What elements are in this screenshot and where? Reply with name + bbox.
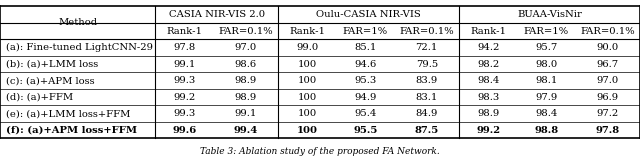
Text: 98.2: 98.2	[477, 60, 499, 69]
Text: 99.3: 99.3	[173, 109, 196, 118]
Text: Rank-1: Rank-1	[470, 27, 506, 36]
Text: 98.9: 98.9	[235, 93, 257, 102]
Text: 100: 100	[298, 76, 317, 85]
Text: 84.9: 84.9	[415, 109, 438, 118]
Text: CASIA NIR-VIS 2.0: CASIA NIR-VIS 2.0	[168, 10, 265, 19]
Text: 99.3: 99.3	[173, 76, 196, 85]
Text: 98.8: 98.8	[534, 126, 559, 135]
Text: 72.1: 72.1	[415, 43, 438, 52]
Text: 99.2: 99.2	[476, 126, 500, 135]
Text: 98.4: 98.4	[535, 109, 557, 118]
Text: 99.0: 99.0	[296, 43, 318, 52]
Text: 99.1: 99.1	[235, 109, 257, 118]
Text: 97.9: 97.9	[535, 93, 557, 102]
Text: Rank-1: Rank-1	[289, 27, 325, 36]
Text: Oulu-CASIA NIR-VIS: Oulu-CASIA NIR-VIS	[316, 10, 421, 19]
Text: 100: 100	[297, 126, 317, 135]
Text: 98.9: 98.9	[235, 76, 257, 85]
Text: 97.8: 97.8	[173, 43, 196, 52]
Text: 94.6: 94.6	[355, 60, 376, 69]
Text: 85.1: 85.1	[355, 43, 376, 52]
Text: 95.7: 95.7	[535, 43, 557, 52]
Text: 99.2: 99.2	[173, 93, 196, 102]
Text: BUAA-VisNir: BUAA-VisNir	[517, 10, 582, 19]
Text: (f): (a)+APM loss+FFM: (f): (a)+APM loss+FFM	[6, 126, 137, 135]
Text: 97.0: 97.0	[596, 76, 619, 85]
Text: 98.0: 98.0	[535, 60, 557, 69]
Text: FAR=0.1%: FAR=0.1%	[580, 27, 635, 36]
Text: 94.2: 94.2	[477, 43, 499, 52]
Text: 100: 100	[298, 93, 317, 102]
Text: 99.6: 99.6	[172, 126, 196, 135]
Text: 83.9: 83.9	[415, 76, 438, 85]
Text: Rank-1: Rank-1	[166, 27, 202, 36]
Text: 95.5: 95.5	[353, 126, 378, 135]
Text: FAR=0.1%: FAR=0.1%	[399, 27, 454, 36]
Text: (a): Fine-tuned LightCNN-29: (a): Fine-tuned LightCNN-29	[6, 43, 153, 52]
Text: (d): (a)+FFM: (d): (a)+FFM	[6, 93, 74, 102]
Text: 97.8: 97.8	[596, 126, 620, 135]
Text: 90.0: 90.0	[596, 43, 619, 52]
Text: 95.3: 95.3	[355, 76, 376, 85]
Text: 97.0: 97.0	[235, 43, 257, 52]
Text: FAR=1%: FAR=1%	[343, 27, 388, 36]
Text: (b): (a)+LMM loss: (b): (a)+LMM loss	[6, 60, 99, 69]
Text: 100: 100	[298, 109, 317, 118]
Text: 98.1: 98.1	[535, 76, 557, 85]
Text: 95.4: 95.4	[355, 109, 376, 118]
Text: 99.1: 99.1	[173, 60, 196, 69]
Text: 96.7: 96.7	[596, 60, 619, 69]
Text: 83.1: 83.1	[415, 93, 438, 102]
Text: Table 3: Ablation study of the proposed FA Network.: Table 3: Ablation study of the proposed …	[200, 147, 440, 156]
Text: 87.5: 87.5	[415, 126, 439, 135]
Text: 99.4: 99.4	[234, 126, 258, 135]
Text: FAR=1%: FAR=1%	[524, 27, 569, 36]
Text: 79.5: 79.5	[415, 60, 438, 69]
Text: 94.9: 94.9	[355, 93, 376, 102]
Text: Method: Method	[58, 18, 97, 27]
Text: 96.9: 96.9	[596, 93, 619, 102]
Text: 98.3: 98.3	[477, 93, 499, 102]
Text: 100: 100	[298, 60, 317, 69]
Text: 98.4: 98.4	[477, 76, 499, 85]
Text: 98.6: 98.6	[235, 60, 257, 69]
Text: 97.2: 97.2	[596, 109, 619, 118]
Text: (e): (a)+LMM loss+FFM: (e): (a)+LMM loss+FFM	[6, 109, 131, 118]
Text: FAR=0.1%: FAR=0.1%	[218, 27, 273, 36]
Text: (c): (a)+APM loss: (c): (a)+APM loss	[6, 76, 95, 85]
Text: 98.9: 98.9	[477, 109, 499, 118]
